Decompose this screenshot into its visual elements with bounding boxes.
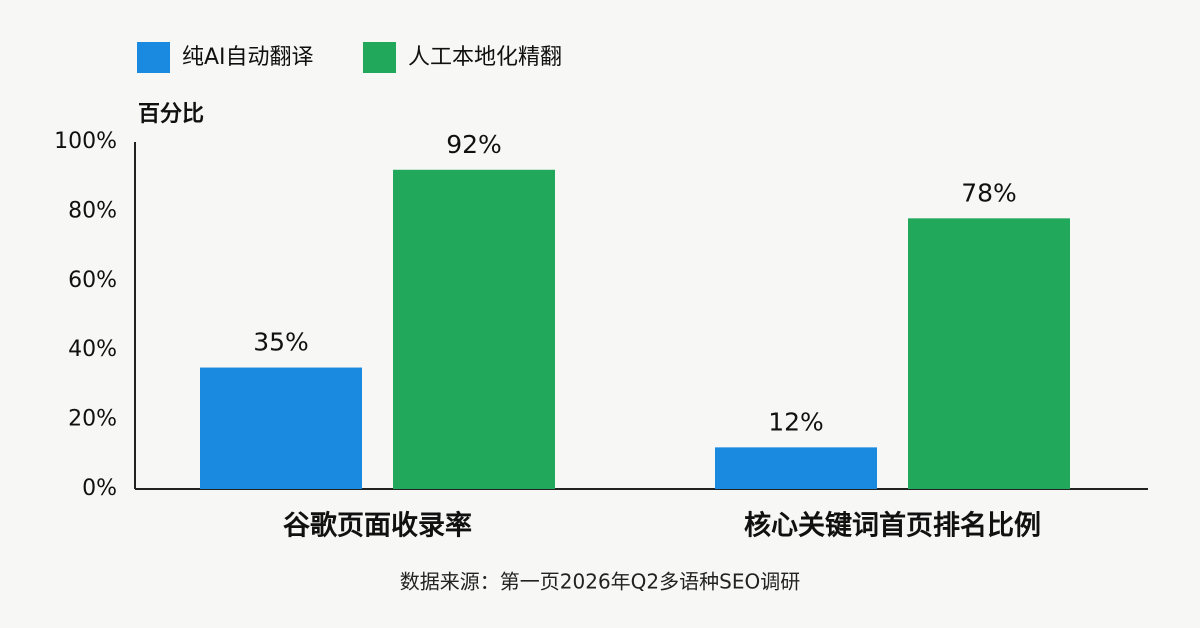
legend-label: 人工本地化精翻 (408, 45, 562, 70)
legend-label: 纯AI自动翻译 (182, 45, 314, 70)
y-tick-label: 0% (82, 476, 117, 501)
y-tick-label: 100% (54, 129, 117, 154)
y-tick-label: 40% (68, 337, 117, 362)
x-tick-label: 核心关键词首页排名比例 (744, 510, 1041, 542)
y-tick-label: 80% (68, 198, 117, 223)
bar (393, 169, 555, 489)
source-note: 数据来源：第一页2026年Q2多语种SEO调研 (400, 570, 800, 594)
value-label: 92% (446, 130, 502, 159)
value-label: 35% (253, 328, 309, 357)
y-axis-title: 百分比 (138, 102, 204, 127)
value-label: 12% (768, 407, 824, 436)
x-tick-label: 谷歌页面收录率 (283, 510, 472, 542)
value-label: 78% (961, 178, 1017, 207)
bar (715, 447, 877, 489)
legend-swatch (363, 42, 396, 73)
y-tick-label: 60% (68, 268, 117, 293)
legend-swatch (137, 42, 170, 73)
bar (200, 367, 362, 489)
bar (908, 218, 1070, 489)
y-tick-label: 20% (68, 407, 117, 432)
